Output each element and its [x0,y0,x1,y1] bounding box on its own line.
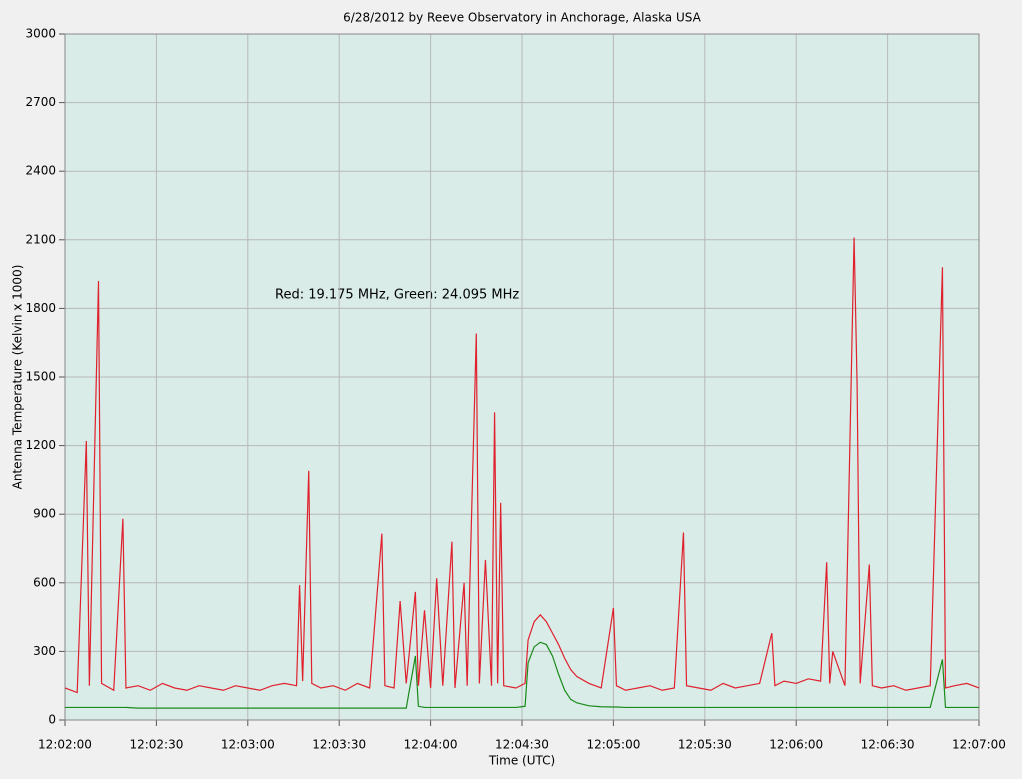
x-tick-label: 12:04:30 [495,738,549,752]
y-tick-label: 600 [33,575,56,589]
plot-border [64,33,980,721]
x-tick-label: 12:05:00 [586,738,640,752]
y-tick-label: 3000 [25,27,56,41]
y-tick-label: 1500 [25,370,56,384]
series-line [65,641,979,709]
y-tick-label: 2400 [25,164,56,178]
x-tick-label: 12:03:30 [312,738,366,752]
x-axis-title: Time (UTC) [488,754,555,768]
y-tick-label: 0 [48,713,56,727]
annotation: Red: 19.175 MHz, Green: 24.095 MHz [275,288,519,303]
y-tick-label: 1200 [25,438,56,452]
x-tick-label: 12:02:00 [38,738,92,752]
y-tick-label: 300 [33,644,56,658]
x-tick-label: 12:06:30 [861,738,915,752]
chart-title: 6/28/2012 by Reeve Observatory in Anchor… [343,11,701,25]
x-tick-label: 12:03:00 [221,738,275,752]
y-tick-label: 2100 [25,232,56,246]
x-tick-label: 12:07:00 [952,738,1006,752]
y-axis-title: Antenna Temperature (Kelvin x 1000) [11,265,25,490]
x-tick-label: 12:06:00 [769,738,823,752]
y-tick-label: 2700 [25,95,56,109]
x-tick-label: 12:04:00 [404,738,458,752]
y-tick-label: 900 [33,507,56,521]
series-line [64,237,980,694]
x-tick-label: 12:02:30 [129,738,183,752]
x-tick-label: 12:05:30 [678,738,732,752]
y-tick-label: 1800 [25,301,56,315]
